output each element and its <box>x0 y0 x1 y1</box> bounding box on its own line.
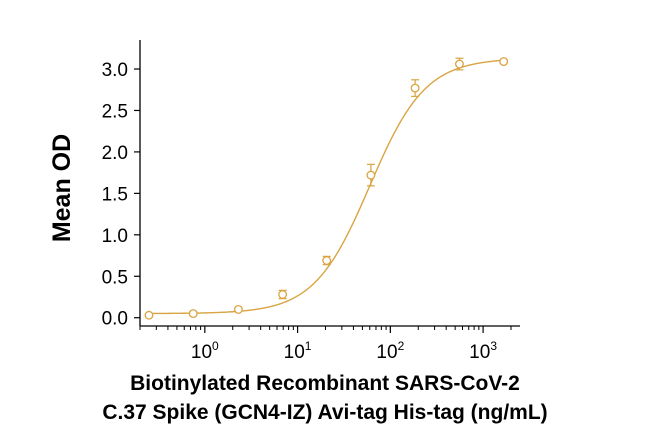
y-tick-label: 0.0 <box>102 309 128 330</box>
data-point <box>233 304 243 314</box>
y-tick-label: 2.5 <box>102 101 128 122</box>
data-point <box>188 309 198 319</box>
x-tick-label: 100 <box>191 339 219 363</box>
data-point <box>366 163 376 187</box>
point-marker <box>144 310 154 320</box>
point-marker <box>454 59 464 69</box>
y-tick-label: 0.5 <box>102 267 128 288</box>
point-marker <box>188 309 198 319</box>
y-tick-label: 2.0 <box>102 143 128 164</box>
x-axis-label-line-2: C.37 Spike (GCN4-IZ) Avi-tag His-tag (ng… <box>102 401 548 424</box>
x-axis-label-line-1: Biotinylated Recombinant SARS-CoV-2 <box>130 372 520 395</box>
data-point <box>410 79 420 97</box>
y-tick-label: 3.0 <box>102 60 128 81</box>
x-tick-label: 101 <box>284 339 312 363</box>
point-marker <box>233 304 243 314</box>
x-tick-label: 103 <box>469 339 497 363</box>
axes <box>139 40 520 327</box>
data-point <box>278 289 288 300</box>
x-tick-label: 102 <box>376 339 404 363</box>
y-tick-label: 1.5 <box>102 184 128 205</box>
ticks: 0.0 0.5 1.0 1.5 2.0 2.5 3.0 100 101 102 103 <box>102 60 512 363</box>
data-points <box>144 57 509 320</box>
fit-curve <box>148 59 504 315</box>
data-point <box>322 255 332 266</box>
point-marker <box>410 83 420 93</box>
data-point <box>144 310 154 320</box>
point-marker <box>322 256 332 265</box>
point-marker <box>366 170 376 180</box>
data-point <box>454 57 464 71</box>
y-tick-label: 1.0 <box>102 226 128 247</box>
point-marker <box>278 290 288 299</box>
point-marker <box>499 57 509 67</box>
y-axis-label: Mean OD <box>48 134 76 242</box>
data-point <box>499 57 509 67</box>
